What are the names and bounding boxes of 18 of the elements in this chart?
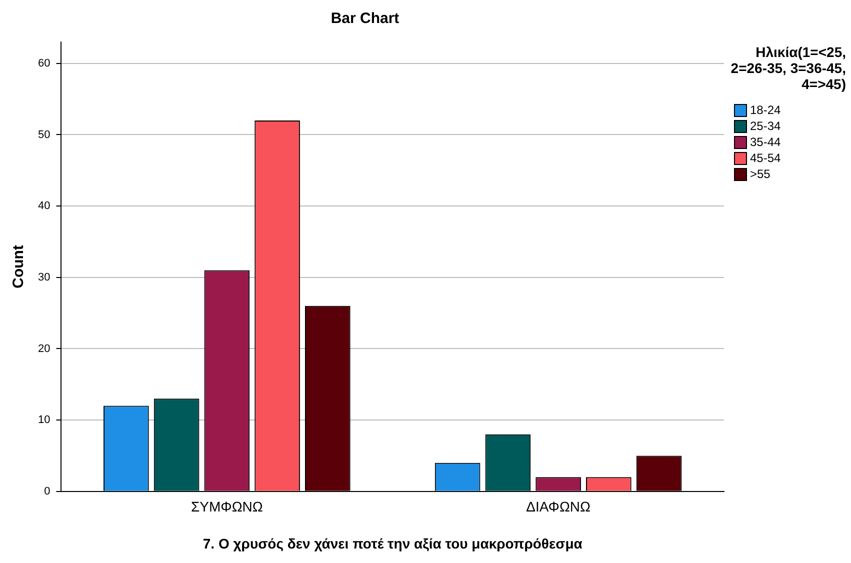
legend-title: Ηλικία(1=<25, 2=26-35, 3=36-45, 4=>45) xyxy=(730,44,847,92)
x-tick-label: ΔΙΑΦΩΝΩ xyxy=(526,498,591,515)
chart-title: Bar Chart xyxy=(330,10,400,28)
y-axis-title: Count xyxy=(10,245,28,288)
legend-label: 18-24 xyxy=(750,103,781,117)
y-tick-label: 40 xyxy=(38,200,50,212)
y-tick-label: 50 xyxy=(38,128,50,141)
x-tick-label: ΣΥΜΦΩΝΩ xyxy=(190,498,263,515)
legend-label: 35-44 xyxy=(750,135,781,149)
y-tick-label: 30 xyxy=(38,271,50,284)
y-tick-label: 10 xyxy=(38,414,50,426)
y-tick-label: 20 xyxy=(38,342,50,355)
legend-label: 25-34 xyxy=(750,119,781,133)
x-axis-title: 7. Ο χρυσός δεν χάνει ποτέ την αξία του μακροπρόθεσμα xyxy=(202,535,583,552)
legend-label: >55 xyxy=(750,167,770,181)
y-tick-label: 0 xyxy=(44,485,50,498)
legend-label: 45-54 xyxy=(750,151,781,165)
y-tick-label: 60 xyxy=(38,57,50,70)
